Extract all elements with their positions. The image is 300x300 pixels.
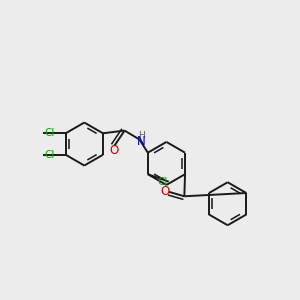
Text: O: O bbox=[110, 143, 119, 157]
Text: H: H bbox=[138, 130, 145, 140]
Text: Cl: Cl bbox=[44, 128, 54, 138]
Text: Cl: Cl bbox=[158, 177, 168, 187]
Text: O: O bbox=[160, 185, 170, 198]
Text: Cl: Cl bbox=[44, 150, 54, 160]
Text: N: N bbox=[137, 134, 146, 148]
